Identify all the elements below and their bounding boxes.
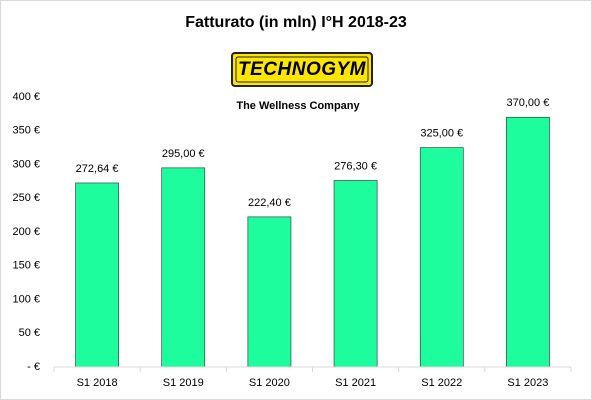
value-label: 272,64 € <box>76 163 119 175</box>
y-tick-label: 250 € <box>12 192 40 204</box>
x-tick-label: S1 2021 <box>335 377 376 389</box>
chart-title: Fatturato (in mln) I°H 2018-23 <box>185 14 407 31</box>
y-tick-label: 150 € <box>12 260 40 272</box>
x-tick-label: S1 2023 <box>507 377 548 389</box>
y-tick-label: 50 € <box>19 327 40 339</box>
y-tick-label: 400 € <box>12 91 40 103</box>
value-label: 370,00 € <box>507 97 550 109</box>
x-tick-label: S1 2018 <box>77 377 118 389</box>
y-tick-label: 300 € <box>12 158 40 170</box>
bar <box>506 116 550 368</box>
value-label: 222,40 € <box>248 197 291 209</box>
value-label: 325,00 € <box>420 128 463 140</box>
x-tick-label: S1 2022 <box>421 377 462 389</box>
logo-text: TECHNOGYM <box>238 59 367 80</box>
y-tick-label: 350 € <box>12 125 40 137</box>
value-label: 295,00 € <box>162 148 205 160</box>
logo-box <box>231 52 373 87</box>
bar <box>247 216 292 368</box>
x-tick-label: S1 2019 <box>163 377 204 389</box>
value-label: 276,30 € <box>334 160 377 172</box>
bar <box>419 147 464 368</box>
bar <box>75 182 119 368</box>
y-tick-label: - € <box>27 361 40 373</box>
x-tick-label: S1 2020 <box>249 377 290 389</box>
y-tick-label: 100 € <box>12 293 40 305</box>
logo-subtitle: The Wellness Company <box>236 100 360 112</box>
bar <box>161 167 206 368</box>
y-tick-label: 200 € <box>12 226 40 238</box>
bar <box>333 180 378 368</box>
logo-frame <box>235 56 369 83</box>
